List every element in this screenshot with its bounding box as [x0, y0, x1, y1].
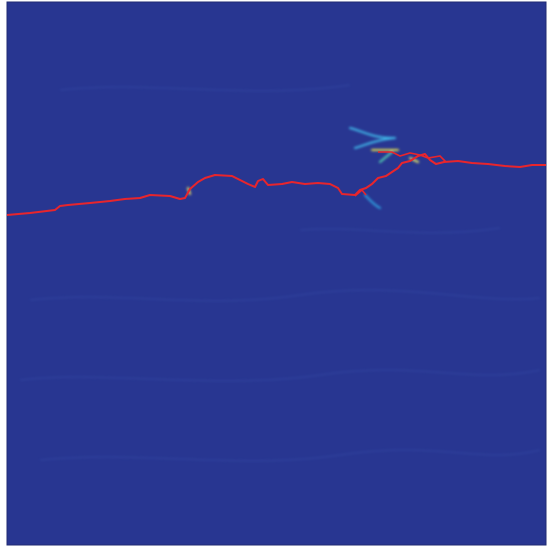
red-path: [6, 153, 546, 216]
faint-texture: [19, 84, 541, 462]
red-path-loop: [354, 188, 367, 197]
red-path-branch: [378, 151, 447, 163]
highlight-streaks: [187, 127, 419, 209]
heatmap-background: [6, 1, 547, 546]
